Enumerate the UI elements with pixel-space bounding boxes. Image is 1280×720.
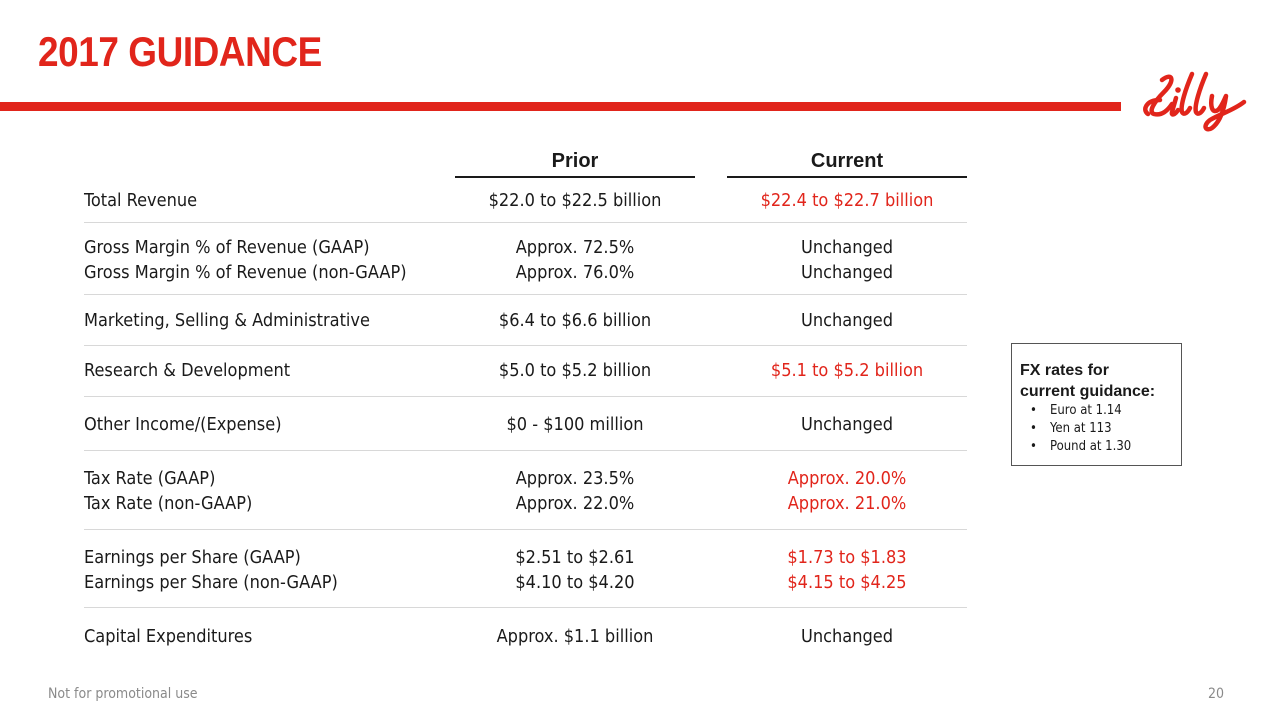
row-label: Tax Rate (GAAP) <box>84 468 216 489</box>
row-divider <box>84 396 967 397</box>
row-label: Tax Rate (non-GAAP) <box>84 493 253 514</box>
column-header-prior: Prior <box>455 150 695 178</box>
row-label: Other Income/(Expense) <box>84 414 282 435</box>
prior-value: Approx. $1.1 billion <box>496 626 654 647</box>
current-value: Unchanged <box>800 310 893 331</box>
list-item: • Yen at 113 <box>1030 420 1173 438</box>
table-row: Research & Development $5.0 to $5.2 bill… <box>84 358 967 383</box>
current-value: Approx. 20.0% <box>787 468 907 489</box>
row-divider <box>84 222 967 223</box>
bullet-icon: • <box>1030 403 1037 418</box>
prior-value: $5.0 to $5.2 billion <box>498 360 652 381</box>
table-row: Capital Expenditures Approx. $1.1 billio… <box>84 624 967 649</box>
fx-rate-text: Pound at 1.30 <box>1050 439 1132 454</box>
page-title: 2017 GUIDANCE <box>38 28 322 75</box>
fx-title-line2: current guidance: <box>1020 383 1156 400</box>
current-value: $4.15 to $4.25 <box>787 572 907 593</box>
prior-value: $6.4 to $6.6 billion <box>498 310 652 331</box>
current-value: Unchanged <box>800 414 893 435</box>
row-label: Total Revenue <box>84 190 198 211</box>
prior-value: Approx. 22.0% <box>515 493 635 514</box>
table-row: Total Revenue $22.0 to $22.5 billion $22… <box>84 188 967 213</box>
prior-value: $0 - $100 million <box>506 414 644 435</box>
prior-value: Approx. 23.5% <box>515 468 635 489</box>
current-value: $22.4 to $22.7 billion <box>760 190 934 211</box>
current-value: Unchanged <box>800 237 893 258</box>
row-label: Gross Margin % of Revenue (GAAP) <box>84 237 370 258</box>
fx-rate-text: Yen at 113 <box>1050 421 1112 436</box>
header-divider-bar <box>0 102 1121 111</box>
row-divider <box>84 450 967 451</box>
current-value: Unchanged <box>800 626 893 647</box>
prior-value: $2.51 to $2.61 <box>515 547 635 568</box>
prior-value: Approx. 72.5% <box>515 237 635 258</box>
table-row: Earnings per Share (GAAP) $2.51 to $2.61… <box>84 545 967 595</box>
fx-rates-list: • Euro at 1.14 • Yen at 113 • Pound at 1.30 <box>1020 402 1173 456</box>
column-header-current: Current <box>727 150 967 178</box>
current-value: Approx. 21.0% <box>787 493 907 514</box>
fx-rates-box: FX rates for current guidance: • Euro at … <box>1011 343 1182 466</box>
row-divider <box>84 529 967 530</box>
row-divider <box>84 345 967 346</box>
prior-value: $22.0 to $22.5 billion <box>488 190 662 211</box>
table-row: Tax Rate (GAAP) Approx. 23.5% Approx. 20… <box>84 466 967 516</box>
fx-title-line1: FX rates for <box>1020 362 1109 379</box>
list-item: • Euro at 1.14 <box>1030 402 1173 420</box>
row-label: Capital Expenditures <box>84 626 253 647</box>
row-label: Research & Development <box>84 360 291 381</box>
row-label: Gross Margin % of Revenue (non-GAAP) <box>84 262 407 283</box>
row-divider <box>84 294 967 295</box>
table-row: Gross Margin % of Revenue (GAAP) Approx.… <box>84 235 967 285</box>
bullet-icon: • <box>1030 439 1037 454</box>
table-row: Marketing, Selling & Administrative $6.4… <box>84 308 967 333</box>
lilly-logo <box>1143 71 1247 132</box>
current-value: $5.1 to $5.2 billion <box>770 360 924 381</box>
current-value: $1.73 to $1.83 <box>787 547 907 568</box>
row-label: Earnings per Share (non-GAAP) <box>84 572 338 593</box>
prior-value: $4.10 to $4.20 <box>515 572 635 593</box>
row-divider <box>84 607 967 608</box>
list-item: • Pound at 1.30 <box>1030 438 1173 456</box>
fx-rate-text: Euro at 1.14 <box>1050 403 1122 418</box>
current-value: Unchanged <box>800 262 893 283</box>
table-row: Other Income/(Expense) $0 - $100 million… <box>84 412 967 437</box>
bullet-icon: • <box>1030 421 1037 436</box>
page-number: 20 <box>1207 686 1224 702</box>
row-label: Marketing, Selling & Administrative <box>84 310 370 331</box>
footer-disclaimer: Not for promotional use <box>48 686 198 702</box>
row-label: Earnings per Share (GAAP) <box>84 547 301 568</box>
prior-value: Approx. 76.0% <box>515 262 635 283</box>
